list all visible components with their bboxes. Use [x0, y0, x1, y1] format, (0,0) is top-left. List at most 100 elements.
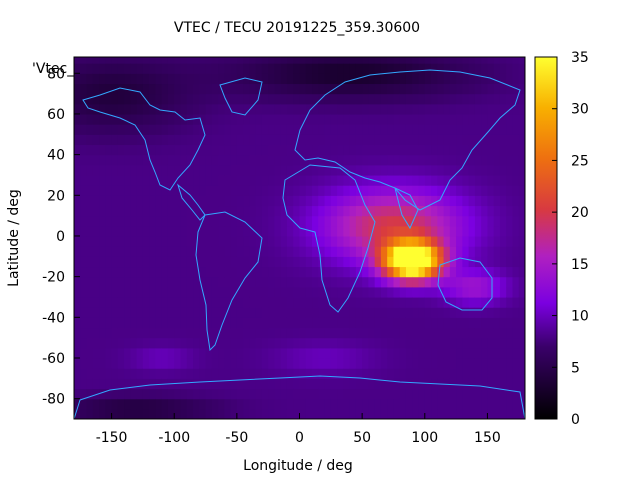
heatmap-cell — [155, 57, 163, 64]
heatmap-cell — [99, 286, 106, 298]
heatmap-cell — [86, 327, 94, 339]
heatmap-cell — [293, 357, 301, 369]
heatmap-cell — [512, 408, 520, 419]
heatmap-cell — [74, 154, 81, 166]
heatmap-cell — [261, 164, 269, 176]
heatmap-cell — [380, 368, 388, 379]
heatmap-cell — [481, 246, 489, 257]
heatmap-cell — [224, 378, 232, 390]
heatmap-cell — [443, 225, 451, 237]
heatmap-cell — [243, 368, 250, 379]
heatmap-cell — [462, 185, 470, 196]
heatmap-cell — [155, 246, 163, 257]
heatmap-cell — [136, 276, 144, 288]
heatmap-cell — [167, 124, 175, 135]
heatmap-cell — [130, 134, 138, 146]
heatmap-cell — [149, 63, 157, 74]
heatmap-cell — [293, 63, 301, 74]
heatmap-cell — [80, 357, 88, 369]
heatmap-cell — [424, 368, 432, 379]
heatmap-cell — [337, 357, 344, 369]
heatmap-cell — [343, 205, 351, 217]
heatmap-cell — [130, 307, 138, 318]
heatmap-cell — [261, 235, 269, 247]
heatmap-cell — [105, 368, 113, 379]
heatmap-cell — [449, 113, 457, 125]
heatmap-cell — [211, 327, 219, 339]
heatmap-cell — [218, 378, 225, 390]
heatmap-cell — [255, 164, 263, 176]
heatmap-cell — [161, 408, 169, 419]
heatmap-cell — [387, 154, 395, 166]
heatmap-cell — [243, 317, 250, 329]
heatmap-cell — [368, 93, 376, 105]
heatmap-cell — [368, 357, 376, 369]
heatmap-cell — [199, 205, 207, 217]
heatmap-cell — [393, 164, 401, 176]
heatmap-cell — [74, 337, 81, 349]
heatmap-cell — [368, 327, 376, 339]
heatmap-cell — [468, 83, 476, 95]
heatmap-cell — [218, 246, 225, 257]
heatmap-cell — [399, 347, 407, 359]
heatmap-cell — [124, 225, 131, 237]
heatmap-cell — [117, 83, 125, 95]
heatmap-cell — [493, 83, 501, 95]
heatmap-cell — [255, 388, 263, 400]
heatmap-cell — [218, 357, 225, 369]
heatmap-cell — [130, 317, 138, 329]
heatmap-cell — [337, 408, 344, 419]
heatmap-cell — [412, 103, 420, 115]
heatmap-cell — [449, 124, 457, 135]
heatmap-cell — [74, 296, 81, 308]
heatmap-cell — [261, 296, 269, 308]
heatmap-cell — [80, 347, 88, 359]
heatmap-cell — [474, 286, 482, 298]
y-tick-label: 0 — [56, 229, 65, 245]
heatmap-cell — [180, 296, 188, 308]
heatmap-cell — [418, 286, 426, 298]
heatmap-cell — [230, 164, 238, 176]
heatmap-cell — [130, 215, 138, 227]
heatmap-cell — [117, 408, 125, 419]
heatmap-cell — [136, 246, 144, 257]
heatmap-cell — [80, 154, 88, 166]
heatmap-cell — [224, 164, 232, 176]
heatmap-cell — [393, 266, 401, 278]
heatmap-cell — [224, 134, 232, 146]
heatmap-cell — [443, 57, 451, 64]
heatmap-cell — [405, 357, 413, 369]
heatmap-cell — [337, 205, 344, 217]
heatmap-cell — [149, 347, 157, 359]
heatmap-cell — [111, 235, 119, 247]
heatmap-cell — [493, 368, 501, 379]
heatmap-cell — [518, 103, 525, 115]
heatmap-cell — [105, 225, 113, 237]
heatmap-cell — [305, 408, 313, 419]
heatmap-cell — [493, 185, 501, 196]
heatmap-cell — [487, 93, 495, 105]
heatmap-cell — [218, 225, 225, 237]
heatmap-cell — [249, 134, 257, 146]
heatmap-cell — [218, 63, 225, 74]
heatmap-cell — [111, 164, 119, 176]
heatmap-cell — [512, 63, 520, 74]
heatmap-cell — [468, 215, 476, 227]
heatmap-cell — [399, 185, 407, 196]
heatmap-cell — [99, 185, 106, 196]
heatmap-cell — [399, 195, 407, 207]
heatmap-cell — [99, 256, 106, 268]
heatmap-cell — [261, 103, 269, 115]
heatmap-cell — [393, 215, 401, 227]
heatmap-cell — [142, 57, 150, 64]
heatmap-cell — [506, 388, 514, 400]
heatmap-cell — [318, 286, 326, 298]
heatmap-cell — [499, 276, 507, 288]
heatmap-cell — [487, 174, 495, 186]
heatmap-cell — [324, 57, 332, 64]
heatmap-cell — [474, 124, 482, 135]
heatmap-cell — [255, 378, 263, 390]
heatmap-cell — [481, 337, 489, 349]
heatmap-cell — [261, 368, 269, 379]
heatmap-cell — [136, 317, 144, 329]
